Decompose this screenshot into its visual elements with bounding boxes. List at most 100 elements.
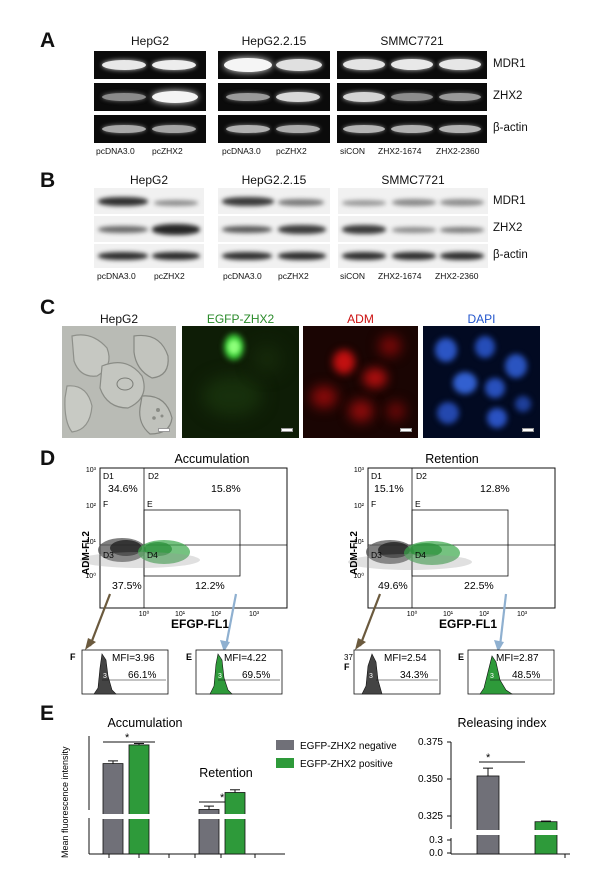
hist-f-ret-mfi: MFI=2.54 — [384, 653, 427, 664]
quad-d1-acc: 34.6% — [108, 483, 138, 495]
sig-star-ret: * — [220, 792, 225, 804]
hist-e-ret-marker: 3 — [490, 673, 494, 680]
lane-b-3: pcDNA3.0 — [223, 271, 262, 281]
y-axis-label-acc: ADM-FL2 — [81, 531, 92, 575]
lane-a-2: pcZHX2 — [152, 146, 183, 156]
micro-image-egfp — [182, 326, 299, 438]
flow-plot-retention-frame — [367, 467, 556, 609]
sig-star-acc: * — [125, 732, 130, 744]
wb-b-smmc-zhx2 — [338, 216, 488, 242]
gel-a-smmc-mdr1 — [337, 51, 487, 79]
wb-b-hepg2215-mdr1 — [218, 188, 330, 214]
x-axis-label-ret: EGFP-FL1 — [439, 617, 497, 631]
hist-e-ret-mfi: MFI=2.87 — [496, 653, 539, 664]
lane-b-5: siCON — [340, 271, 366, 281]
gel-a-hepg2215-mdr1 — [218, 51, 330, 79]
gate-d3-acc: D3 — [103, 550, 114, 560]
bar-positive-retention — [224, 792, 246, 855]
micro-label-dapi: DAPI — [467, 312, 496, 326]
micro-image-brightfield — [62, 326, 176, 438]
hist-e-acc-gate: E — [186, 652, 192, 662]
quad-d3-ret: 49.6% — [378, 580, 408, 592]
gate-d3-ret: D3 — [371, 550, 382, 560]
hist-f-acc-pct: 66.1% — [128, 670, 156, 681]
wb-b-smmc-mdr1 — [338, 188, 488, 214]
right-chart-title: Releasing index — [458, 716, 548, 730]
hist-e-ret-curve — [479, 655, 513, 695]
gate-d2-ret: D2 — [416, 471, 427, 481]
gene-label-b-zhx2: ZHX2 — [493, 222, 523, 234]
hist-f-acc-curve — [93, 653, 117, 695]
legend-label-positive: EGFP-ZHX2 positive — [300, 759, 393, 770]
gate-d1-acc: D1 — [103, 471, 114, 481]
micro-image-adm — [303, 326, 418, 438]
bar-negative-accumulation — [102, 763, 124, 855]
xtick-ret-2: 10¹ — [443, 611, 454, 618]
hist-f-acc-marker: 3 — [103, 673, 107, 680]
gate-d4-ret: D4 — [415, 550, 426, 560]
gel-a-hepg2-actin — [94, 115, 206, 143]
micro-label-hepg2: HepG2 — [99, 312, 139, 326]
right-ytick-1: 0.375 — [418, 737, 443, 748]
hist-f-acc-frame — [81, 649, 169, 695]
hist-f-ret-marker: 3 — [369, 673, 373, 680]
gate-d1-ret: D1 — [371, 471, 382, 481]
lane-a-7: ZHX2-2360 — [436, 146, 480, 156]
lane-a-6: ZHX2-1674 — [378, 146, 422, 156]
bar-release-negative — [476, 775, 500, 855]
ytick-acc-2: 10² — [86, 503, 97, 510]
gate-f-acc: F — [103, 499, 108, 509]
panel-label-b: B — [40, 169, 56, 192]
lane-b-2: pcZHX2 — [154, 271, 185, 281]
wb-b-smmc-actin — [338, 244, 488, 268]
flow-plot-accumulation-frame — [99, 467, 288, 609]
bar-release-positive — [534, 821, 558, 855]
gel-a-smmc-zhx2 — [337, 83, 487, 111]
hist-e-ret-frame — [467, 649, 555, 695]
hist-e-ret-pct: 48.5% — [512, 670, 540, 681]
gel-a-smmc-actin — [337, 115, 487, 143]
flow-scatter-retention — [348, 540, 472, 570]
lane-b-1: pcDNA3.0 — [97, 271, 136, 281]
gel-a-hepg2215-zhx2 — [218, 83, 330, 111]
hist-e-acc-curve — [209, 653, 233, 695]
lane-b-6: ZHX2-1674 — [378, 271, 422, 281]
right-ytick-5: 0.0 — [429, 848, 443, 859]
gel-a-hepg2215-actin — [218, 115, 330, 143]
quad-d3-acc: 37.5% — [112, 580, 142, 592]
hist-e-acc-mfi: MFI=4.22 — [224, 653, 267, 664]
axis-break-gap — [457, 830, 567, 835]
flow-title-retention: Retention — [425, 452, 479, 466]
hist-e-acc-frame — [195, 649, 283, 695]
panel-a-title-smmc7721: SMMC7721 — [380, 34, 444, 48]
gate-d2-acc: D2 — [148, 471, 159, 481]
sig-star-release: * — [486, 752, 491, 764]
flow-title-accumulation: Accumulation — [174, 452, 249, 466]
x-axis-label-acc: EFGP-FL1 — [171, 617, 229, 631]
quad-d2-ret: 12.8% — [480, 483, 510, 495]
wb-b-hepg2-actin — [94, 244, 204, 268]
right-ytick-2: 0.350 — [418, 774, 443, 785]
lane-b-7: ZHX2-2360 — [435, 271, 479, 281]
quad-d4-ret: 22.5% — [464, 580, 494, 592]
flow-scatter-accumulation — [80, 538, 200, 568]
axis-break-gap — [95, 814, 255, 819]
right-ytick-4: 0.3 — [429, 835, 443, 846]
xtick-ret-3: 10² — [479, 611, 490, 618]
xtick-acc-3: 10² — [211, 611, 222, 618]
gate-f-ret: F — [371, 499, 376, 509]
xtick-acc-4: 10³ — [249, 611, 260, 618]
flow-cytometry-panel: Accumulation D1 D2 D3 D4 F E 34.6% 15.8%… — [70, 452, 556, 695]
hist-e-ret-gate: E — [458, 652, 464, 662]
xtick-acc-1: 10⁰ — [139, 610, 150, 618]
gene-label-b-actin: β-actin — [493, 249, 528, 261]
gene-label-b-mdr1: MDR1 — [493, 195, 526, 207]
gene-label-a-mdr1: MDR1 — [493, 58, 526, 70]
lane-a-5: siCON — [340, 146, 366, 156]
micro-label-egfp: EGFP-ZHX2 — [206, 312, 275, 326]
right-ytick-3: 0.325 — [418, 811, 443, 822]
hist-f-acc-mfi: MFI=3.96 — [112, 653, 155, 664]
hist-f-ret-gate: F — [344, 662, 350, 672]
hist-e-acc-marker: 3 — [218, 673, 222, 680]
legend-label-negative: EGFP-ZHX2 negative — [300, 741, 397, 752]
